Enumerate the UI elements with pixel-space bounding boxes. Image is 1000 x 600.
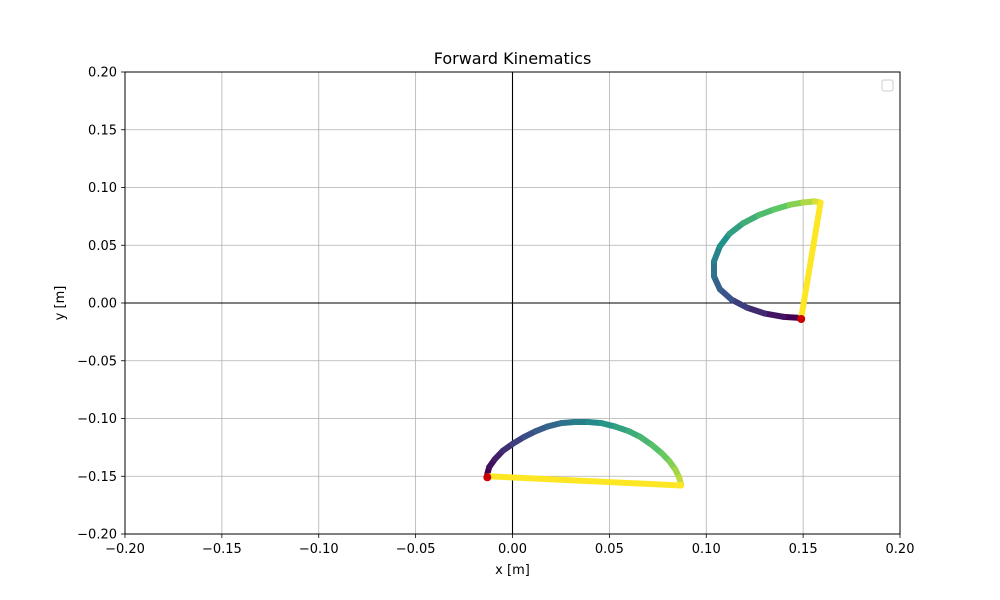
y-tick-label: 0.05 xyxy=(88,239,117,254)
y-tick-label: −0.15 xyxy=(77,470,117,485)
x-tick-label: 0.15 xyxy=(789,542,818,557)
y-tick-label: 0.10 xyxy=(88,181,117,196)
start-point-marker xyxy=(797,315,806,324)
x-tick-label: −0.20 xyxy=(105,542,145,557)
y-axis-label: y [m] xyxy=(53,286,68,321)
zero-axis-lines xyxy=(125,72,900,534)
y-axis-ticks: −0.20 −0.15 −0.10 −0.05 0.00 0.05 0.10 0.15 0.20 xyxy=(77,66,125,543)
x-tick-label: 0.00 xyxy=(498,542,527,557)
closing-segment xyxy=(484,473,685,489)
trajectory-segment xyxy=(743,304,768,317)
x-tick-label: −0.10 xyxy=(299,542,339,557)
x-tick-label: 0.20 xyxy=(886,542,915,557)
trajectory-2 xyxy=(711,198,824,324)
x-axis-ticks: −0.20 −0.15 −0.10 −0.05 0.00 0.05 0.10 0.15 0.20 xyxy=(105,534,914,557)
y-tick-label: −0.05 xyxy=(77,354,117,369)
y-tick-label: 0.15 xyxy=(88,123,117,138)
trajectory-segment xyxy=(761,310,787,320)
x-tick-label: 0.05 xyxy=(595,542,624,557)
trajectory-1 xyxy=(483,418,685,489)
y-tick-label: −0.10 xyxy=(77,412,117,427)
legend-box xyxy=(881,79,894,92)
chart-title: Forward Kinematics xyxy=(434,49,592,68)
x-tick-label: 0.10 xyxy=(692,542,721,557)
start-point-marker xyxy=(483,473,492,482)
trajectory-series xyxy=(483,198,824,489)
x-axis-label: x [m] xyxy=(495,563,530,578)
y-tick-label: 0.00 xyxy=(88,297,117,312)
y-tick-label: −0.20 xyxy=(77,528,117,543)
y-tick-label: 0.20 xyxy=(88,66,117,81)
x-tick-label: −0.05 xyxy=(396,542,436,557)
closing-segment xyxy=(798,199,824,322)
x-tick-label: −0.15 xyxy=(202,542,242,557)
